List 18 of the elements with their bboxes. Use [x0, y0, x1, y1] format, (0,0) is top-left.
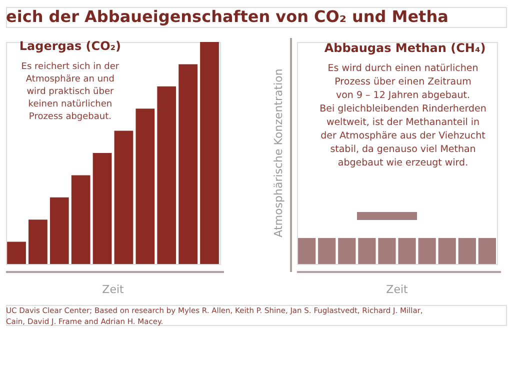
bar	[71, 175, 90, 264]
bar	[28, 220, 48, 264]
bar	[92, 153, 112, 264]
bar	[7, 242, 26, 264]
text: Es wird durch einen natürlichen Prozess über einen Zeitraum von 9 – 12 Jahren abgebaut. Bei gleichbleibenden Rinderherden weltweit, ist der Methananteil in der Atmosphäre aus der Viehzucht stabil, da genauso viel Methan abgebaut wie erzeugt wird.	[320, 63, 486, 168]
bar	[200, 42, 219, 264]
chart-title: Abbaugas Methan (CH₄)	[324, 41, 486, 55]
annotation: Es reichert sich in der Atmosphäre an und wird praktisch über keinen natürlichen Prozess abgebaut.	[21, 62, 120, 122]
x-axis-title: Zeit	[102, 283, 125, 296]
bar	[114, 130, 134, 264]
text: eich der Abbaueigenschaften von CO₂ und Metha	[6, 7, 448, 26]
bar	[50, 197, 69, 264]
bar	[136, 108, 155, 264]
chart-title: Lagergas (CO₂)	[19, 39, 122, 53]
bar	[157, 86, 176, 264]
x-axis-title: Zeit	[386, 283, 409, 296]
bar	[178, 64, 198, 264]
y-axis-title: Atmosphärische Konzentration	[272, 68, 285, 238]
